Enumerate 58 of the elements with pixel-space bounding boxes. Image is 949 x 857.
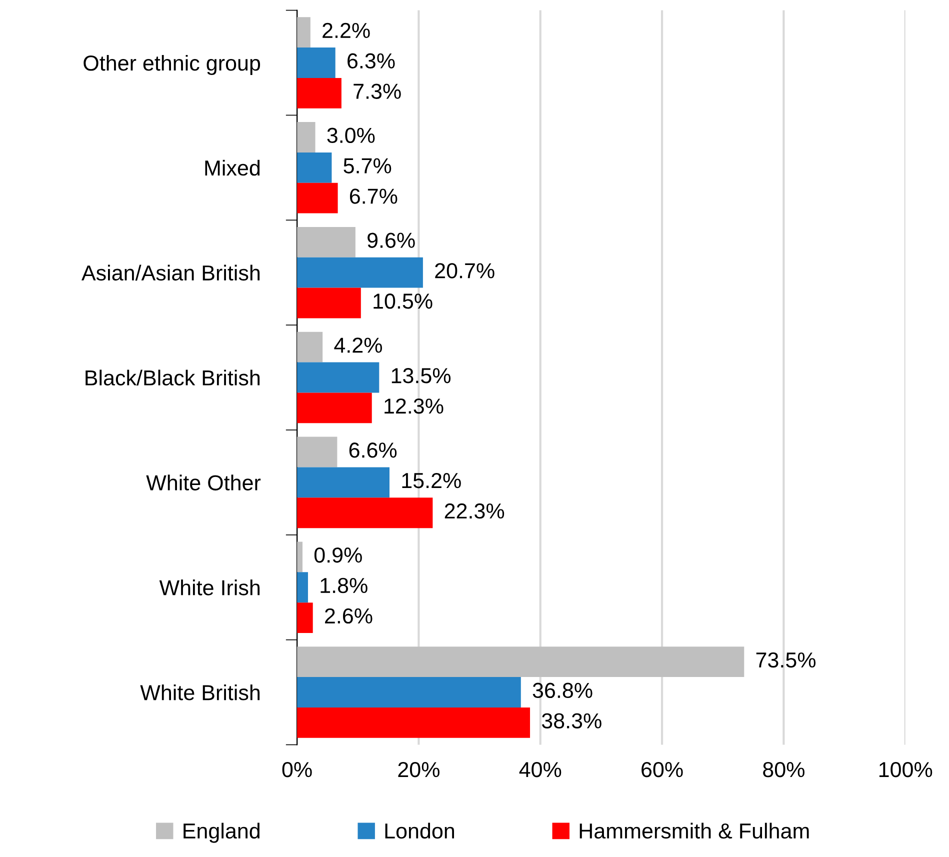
x-tick-label: 100% bbox=[879, 762, 932, 778]
data-label: 6.6% bbox=[349, 442, 397, 458]
data-label: 13.5% bbox=[392, 368, 451, 384]
data-label: 1.8% bbox=[320, 578, 368, 594]
bar bbox=[297, 707, 530, 738]
y-tick-label: Asian/Asian British bbox=[82, 264, 260, 281]
bar bbox=[297, 257, 423, 288]
y-tick-label: Black/Black British bbox=[86, 370, 260, 386]
bar bbox=[297, 646, 744, 678]
legend-label: London bbox=[385, 822, 454, 839]
bar bbox=[297, 542, 303, 572]
x-tick-label: 20% bbox=[398, 762, 440, 778]
data-label: 2.6% bbox=[325, 608, 372, 624]
data-label: 3.0% bbox=[327, 128, 375, 144]
x-tick-label: 40% bbox=[519, 762, 562, 778]
data-label: 10.5% bbox=[374, 294, 432, 309]
data-label: 38.3% bbox=[542, 713, 602, 728]
data-label: 15.2% bbox=[402, 472, 461, 488]
bar bbox=[297, 436, 338, 468]
data-label: 73.5% bbox=[756, 652, 816, 668]
bar bbox=[297, 226, 356, 258]
legend-label: Hammersmith & Fulham bbox=[580, 822, 809, 839]
bar bbox=[297, 602, 313, 633]
y-tick-label: Mixed bbox=[205, 160, 260, 176]
bar bbox=[297, 392, 372, 424]
data-label: 2.2% bbox=[322, 22, 370, 38]
y-tick-label: White Irish bbox=[159, 580, 260, 596]
x-tick-label: 80% bbox=[763, 762, 804, 778]
legend-label: England bbox=[184, 822, 260, 843]
data-label: 6.3% bbox=[348, 53, 395, 69]
data-label: 9.6% bbox=[368, 232, 415, 248]
data-label: 36.8% bbox=[532, 682, 592, 698]
data-label: 0.9% bbox=[314, 547, 362, 563]
bar bbox=[297, 78, 342, 108]
y-tick-label: White British bbox=[140, 684, 260, 700]
data-label: 6.7% bbox=[350, 188, 398, 204]
data-label: 7.3% bbox=[354, 84, 401, 99]
bar bbox=[297, 332, 323, 362]
bar bbox=[297, 17, 310, 48]
bar bbox=[297, 677, 521, 708]
bar bbox=[297, 467, 390, 498]
data-label: 20.7% bbox=[435, 263, 494, 278]
bar bbox=[297, 48, 336, 78]
bar bbox=[297, 362, 380, 393]
bar bbox=[297, 152, 332, 183]
data-label: 12.3% bbox=[384, 398, 444, 414]
data-label: 5.7% bbox=[344, 158, 392, 174]
data-label: 22.3% bbox=[444, 503, 504, 519]
bar bbox=[297, 182, 338, 214]
bar bbox=[297, 498, 433, 528]
x-tick-label: 0% bbox=[282, 762, 312, 778]
bar bbox=[297, 288, 361, 318]
y-tick-label: Other ethnic group bbox=[84, 54, 260, 76]
bar bbox=[297, 572, 308, 603]
bar bbox=[297, 122, 316, 152]
data-label: 4.2% bbox=[334, 338, 382, 353]
y-tick-label: White Other bbox=[146, 474, 261, 490]
x-tick-label: 60% bbox=[642, 762, 683, 778]
